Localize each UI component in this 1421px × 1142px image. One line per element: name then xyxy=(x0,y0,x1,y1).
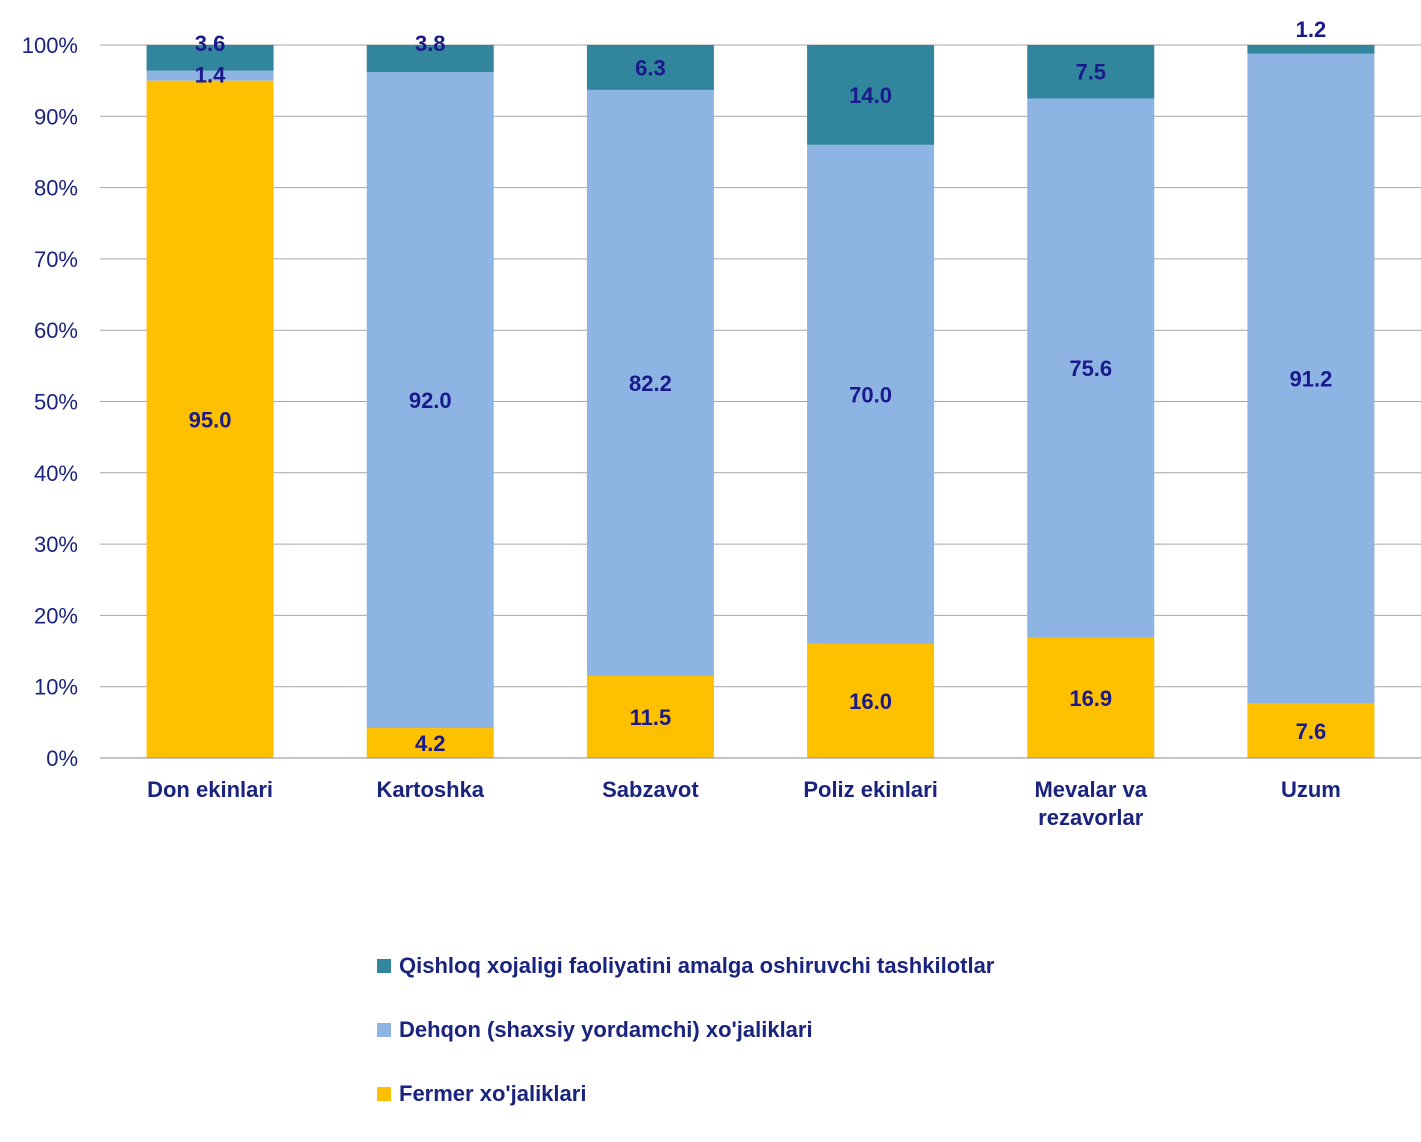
y-tick-label: 60% xyxy=(34,318,78,343)
bar-kartoshka-dehqon-shaxsiy-yordamchi-xo-jaliklari xyxy=(366,72,494,729)
y-tick-label: 70% xyxy=(34,247,78,272)
legend-item-fermer: Fermer xo'jaliklari xyxy=(377,1078,1377,1110)
legend-item-organizations: Qishloq xojaligi faoliyatini amalga oshi… xyxy=(377,950,1377,982)
legend-label-dehqon: Dehqon (shaxsiy yordamchi) xo'jaliklari xyxy=(399,1017,813,1042)
data-label: 95.0 xyxy=(189,407,232,432)
y-tick-label: 100% xyxy=(22,33,78,58)
y-tick-label: 50% xyxy=(34,390,78,415)
y-tick-label: 80% xyxy=(34,176,78,201)
x-tick-label: rezavorlar xyxy=(1038,805,1144,830)
y-tick-label: 30% xyxy=(34,532,78,557)
data-label: 75.6 xyxy=(1069,356,1112,381)
data-label: 70.0 xyxy=(849,382,892,407)
bar-don-ekinlari-fermer-xo-jaliklari xyxy=(146,80,274,758)
legend-label-organizations: Qishloq xojaligi faoliyatini amalga oshi… xyxy=(399,953,995,978)
data-label: 92.0 xyxy=(409,388,452,413)
bar-poliz-ekinlari-dehqon-shaxsiy-yordamchi-xo-jaliklari xyxy=(807,144,935,644)
data-label: 1.4 xyxy=(195,63,226,88)
legend-swatch-dehqon xyxy=(377,1023,391,1037)
y-axis: 0% 10% 20% 30% 40% 50% 60% 70% 80% 90% 100% xyxy=(22,33,78,771)
legend: Qishloq xojaligi faoliyatini amalga oshi… xyxy=(377,950,1377,1142)
data-label: 7.5 xyxy=(1075,60,1106,85)
bars xyxy=(146,45,1375,758)
legend-swatch-organizations xyxy=(377,959,391,973)
data-label: 6.3 xyxy=(635,55,666,80)
x-tick-label: Poliz ekinlari xyxy=(803,777,938,802)
x-tick-label: Mevalar va xyxy=(1034,777,1147,802)
bar-sabzavot-dehqon-shaxsiy-yordamchi-xo-jaliklari xyxy=(586,89,714,677)
legend-item-dehqon: Dehqon (shaxsiy yordamchi) xo'jaliklari xyxy=(377,1014,1377,1046)
bar-uzum-dehqon-shaxsiy-yordamchi-xo-jaliklari xyxy=(1247,53,1375,704)
y-tick-label: 20% xyxy=(34,603,78,628)
legend-label-fermer: Fermer xo'jaliklari xyxy=(399,1081,587,1106)
data-label: 16.9 xyxy=(1069,686,1112,711)
bar-sabzavot-fermer-xo-jaliklari xyxy=(586,676,714,758)
x-tick-label: Uzum xyxy=(1281,777,1341,802)
bar-kartoshka-fermer-xo-jaliklari xyxy=(366,728,494,758)
data-label: 16.0 xyxy=(849,689,892,714)
y-tick-label: 10% xyxy=(34,675,78,700)
bar-uzum-fermer-xo-jaliklari xyxy=(1247,703,1375,758)
bar-kartoshka-qishloq-xojaligi-faoliyatini-amalga-oshiruvchi-tashkilotlar xyxy=(366,45,494,73)
data-label: 7.6 xyxy=(1296,719,1327,744)
data-label: 91.2 xyxy=(1290,367,1333,392)
data-label: 82.2 xyxy=(629,371,672,396)
data-label: 3.8 xyxy=(415,31,446,56)
data-label: 4.2 xyxy=(415,731,446,756)
bar-mevalar-va-rezavorlar-qishloq-xojaligi-faoliyatini-amalga-oshiruvchi-tashkilotlar xyxy=(1027,45,1155,99)
x-tick-label: Don ekinlari xyxy=(147,777,273,802)
data-label: 14.0 xyxy=(849,83,892,108)
bar-mevalar-va-rezavorlar-fermer-xo-jaliklari xyxy=(1027,637,1155,758)
bar-sabzavot-qishloq-xojaligi-faoliyatini-amalga-oshiruvchi-tashkilotlar xyxy=(586,45,714,90)
data-label: 11.5 xyxy=(630,705,672,730)
bar-poliz-ekinlari-qishloq-xojaligi-faoliyatini-amalga-oshiruvchi-tashkilotlar xyxy=(807,45,935,145)
bar-poliz-ekinlari-fermer-xo-jaliklari xyxy=(807,643,935,758)
y-tick-label: 40% xyxy=(34,461,78,486)
gridlines xyxy=(100,44,1421,759)
bar-uzum-qishloq-xojaligi-faoliyatini-amalga-oshiruvchi-tashkilotlar xyxy=(1247,45,1375,54)
bar-mevalar-va-rezavorlar-dehqon-shaxsiy-yordamchi-xo-jaliklari xyxy=(1027,98,1155,638)
bar-don-ekinlari-dehqon-shaxsiy-yordamchi-xo-jaliklari xyxy=(146,70,274,81)
x-tick-label: Kartoshka xyxy=(376,777,484,802)
y-tick-label: 0% xyxy=(46,746,78,771)
legend-swatch-fermer xyxy=(377,1087,391,1101)
x-tick-label: Sabzavot xyxy=(602,777,699,802)
data-labels: 95.0 1.4 3.6 4.2 92.0 3.8 11.5 82.2 6.3 16.0 70.0 1… xyxy=(189,17,1333,756)
x-axis: Don ekinlari Kartoshka Sabzavot Poliz ekinl… xyxy=(100,757,1421,830)
y-tick-label: 90% xyxy=(34,104,78,129)
bar-don-ekinlari-qishloq-xojaligi-faoliyatini-amalga-oshiruvchi-tashkilotlar xyxy=(146,45,274,71)
data-label: 1.2 xyxy=(1296,17,1327,42)
data-label: 3.6 xyxy=(195,31,226,56)
